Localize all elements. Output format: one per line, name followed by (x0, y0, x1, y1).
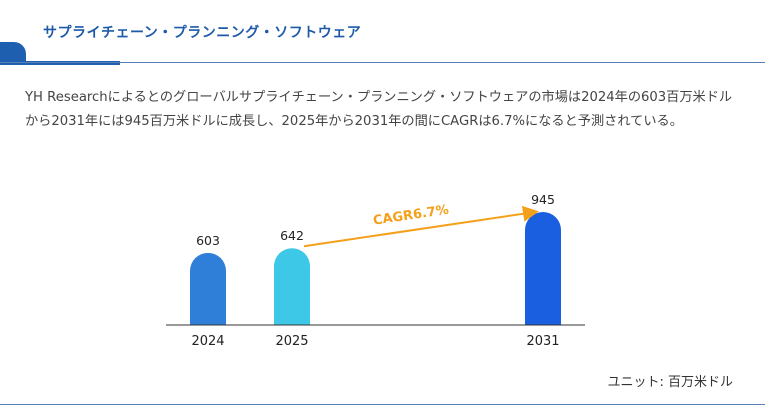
data-label-2031: 945 (531, 192, 555, 207)
header-accent-tab (0, 42, 26, 63)
data-label-2025: 642 (280, 228, 304, 243)
x-tick-label-2025: 2025 (275, 334, 308, 349)
header-divider (0, 62, 765, 63)
x-tick-label-2031: 2031 (526, 334, 559, 349)
unit-label: ユニット: 百万米ドル (607, 375, 733, 390)
bar-2031 (525, 212, 561, 325)
page-title: サプライチェーン・プランニング・ソフトウェア (43, 25, 362, 41)
data-label-2024: 603 (196, 233, 220, 248)
bar-2025 (274, 248, 310, 325)
cagr-annotation-label: CAGR6.7% (372, 203, 450, 229)
footer-divider (0, 404, 765, 405)
market-bar-chart: 603 2024 642 2025 945 2031 CAGR6.7% (166, 192, 585, 349)
cagr-arrow (303, 205, 539, 248)
header-accent-bar (0, 61, 120, 65)
bar-2024 (190, 252, 226, 325)
x-tick-label-2024: 2024 (191, 334, 224, 349)
market-description: YH Researchによるとのグローバルサプライチェーン・プランニング・ソフト… (25, 90, 733, 129)
